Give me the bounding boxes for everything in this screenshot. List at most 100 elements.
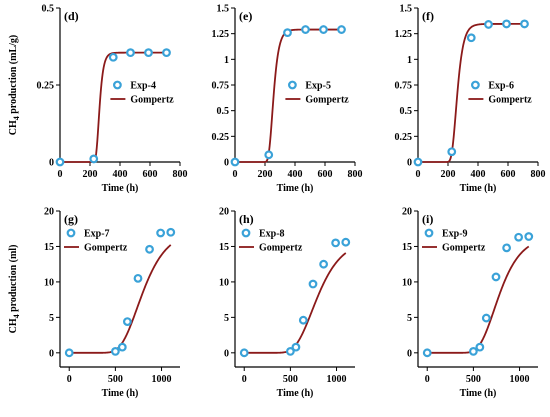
data-point	[319, 25, 328, 34]
y-tick-label: 0.5	[400, 106, 413, 117]
data-point	[331, 238, 341, 248]
x-tick-label: 0	[67, 374, 72, 385]
data-point	[230, 157, 240, 167]
x-axis-label: Time (h)	[460, 183, 497, 194]
legend-marker-exp	[424, 228, 434, 238]
legend-label-exp: Exp-7	[84, 229, 110, 240]
data-point	[466, 33, 476, 43]
y-tick-label: 0	[49, 348, 54, 359]
legend-label-exp: Exp-8	[259, 229, 285, 240]
legend-marker-exp	[288, 80, 297, 90]
x-tick-label: 200	[441, 169, 456, 180]
y-tick-label: 0	[224, 348, 229, 359]
y-tick-label: 10	[44, 277, 54, 288]
y-tick-label: 1.5	[217, 4, 230, 15]
y-tick-label: 15	[402, 242, 412, 253]
y-tick-label: 1.25	[395, 29, 413, 40]
x-tick-label: 600	[318, 169, 333, 180]
y-tick-label: 0.25	[37, 81, 55, 92]
x-tick-label: 800	[173, 169, 188, 180]
data-point	[117, 342, 127, 352]
data-point	[520, 19, 529, 29]
data-point	[502, 243, 512, 253]
x-tick-label: 500	[283, 374, 298, 385]
y-tick-label: 1.25	[212, 29, 230, 40]
data-point	[447, 147, 457, 157]
y-tick-label: 0.75	[212, 81, 230, 92]
panel-label: (h)	[239, 212, 254, 226]
data-point	[145, 244, 154, 254]
y-tick-label: 20	[219, 207, 229, 218]
data-point	[156, 228, 166, 238]
x-tick-label: 600	[501, 169, 516, 180]
data-point	[166, 227, 176, 237]
x-tick-label: 0	[416, 169, 421, 180]
x-axis-label: Time (h)	[102, 183, 139, 194]
data-point	[110, 347, 120, 356]
x-tick-label: 400	[288, 169, 303, 180]
y-tick-label: 0.5	[217, 106, 230, 117]
data-point	[337, 25, 346, 34]
x-tick-label: 0	[58, 169, 63, 180]
chart-panel-i: 0 5 10 15 20 0 500 1000 Time (h) (i) Exp-9 Gompertz	[402, 207, 538, 399]
x-tick-label: 600	[143, 169, 158, 180]
gompertz-curve	[427, 245, 530, 354]
legend-label-gompertz: Gompertz	[130, 95, 174, 106]
data-point	[491, 272, 501, 282]
y-tick-label: 0	[407, 348, 412, 359]
y-tick-label: 15	[44, 242, 54, 253]
y-axis-label-subscript: 4	[12, 116, 21, 120]
x-tick-label: 200	[83, 169, 98, 180]
x-tick-label: 500	[108, 374, 123, 385]
x-tick-label: 400	[113, 169, 128, 180]
data-point	[291, 342, 301, 352]
y-tick-label: 10	[219, 277, 229, 288]
panel-label: (g)	[64, 212, 78, 226]
x-tick-label: 1000	[510, 374, 530, 385]
legend-label-exp: Exp-4	[130, 81, 156, 92]
chart-panel-h: 0 5 10 15 20 0 500 1000 Time (h) (h) Exp-8 Gompertz	[219, 207, 355, 399]
legend-label-gompertz: Gompertz	[305, 95, 349, 106]
data-point	[319, 259, 329, 269]
y-tick-label: 5	[224, 313, 229, 324]
x-axis-label: Time (h)	[277, 183, 314, 194]
y-tick-label: 15	[219, 242, 229, 253]
data-point	[341, 237, 351, 247]
x-tick-label: 0	[233, 169, 238, 180]
legend-label-gompertz: Gompertz	[442, 243, 486, 254]
data-point	[283, 28, 292, 38]
legend-marker-exp	[471, 80, 480, 90]
data-point	[264, 150, 274, 160]
y-tick-label: 1	[407, 55, 412, 66]
data-point	[475, 342, 485, 352]
y-axis-label-main: CH	[8, 120, 19, 135]
gompertz-curve	[60, 51, 167, 163]
x-tick-label: 200	[258, 169, 273, 180]
legend-marker-exp	[241, 228, 251, 238]
legend-label-gompertz: Gompertz	[488, 95, 532, 106]
x-axis-label: Time (h)	[102, 388, 139, 399]
x-tick-label: 0	[242, 374, 247, 385]
y-axis-label: CH4 production (ml)	[8, 245, 21, 334]
data-point	[64, 348, 74, 358]
panel-label: (i)	[422, 212, 433, 226]
data-point	[144, 48, 153, 58]
chart-panel-f: 0 0.25 0.5 0.75 1 1.25 1.5 0 200 400 600 800 Time (h…	[395, 4, 546, 195]
data-point	[126, 48, 135, 58]
panel-label: (e)	[239, 9, 252, 23]
data-point	[133, 273, 143, 283]
y-axis-label-rest: production (mL/g)	[8, 35, 19, 117]
x-tick-label: 400	[471, 169, 486, 180]
x-axis-label: Time (h)	[460, 388, 497, 399]
data-point	[484, 20, 493, 29]
data-point	[502, 19, 511, 29]
y-tick-label: 10	[402, 277, 412, 288]
data-point	[55, 157, 65, 167]
y-tick-label: 0.25	[212, 132, 230, 143]
x-tick-label: 1000	[327, 374, 347, 385]
y-axis-label-main: CH	[8, 318, 19, 333]
y-tick-label: 5	[407, 313, 412, 324]
legend-label-gompertz: Gompertz	[259, 243, 303, 254]
y-axis-label-rest: production (ml)	[8, 245, 19, 315]
y-tick-label: 0	[407, 158, 412, 169]
